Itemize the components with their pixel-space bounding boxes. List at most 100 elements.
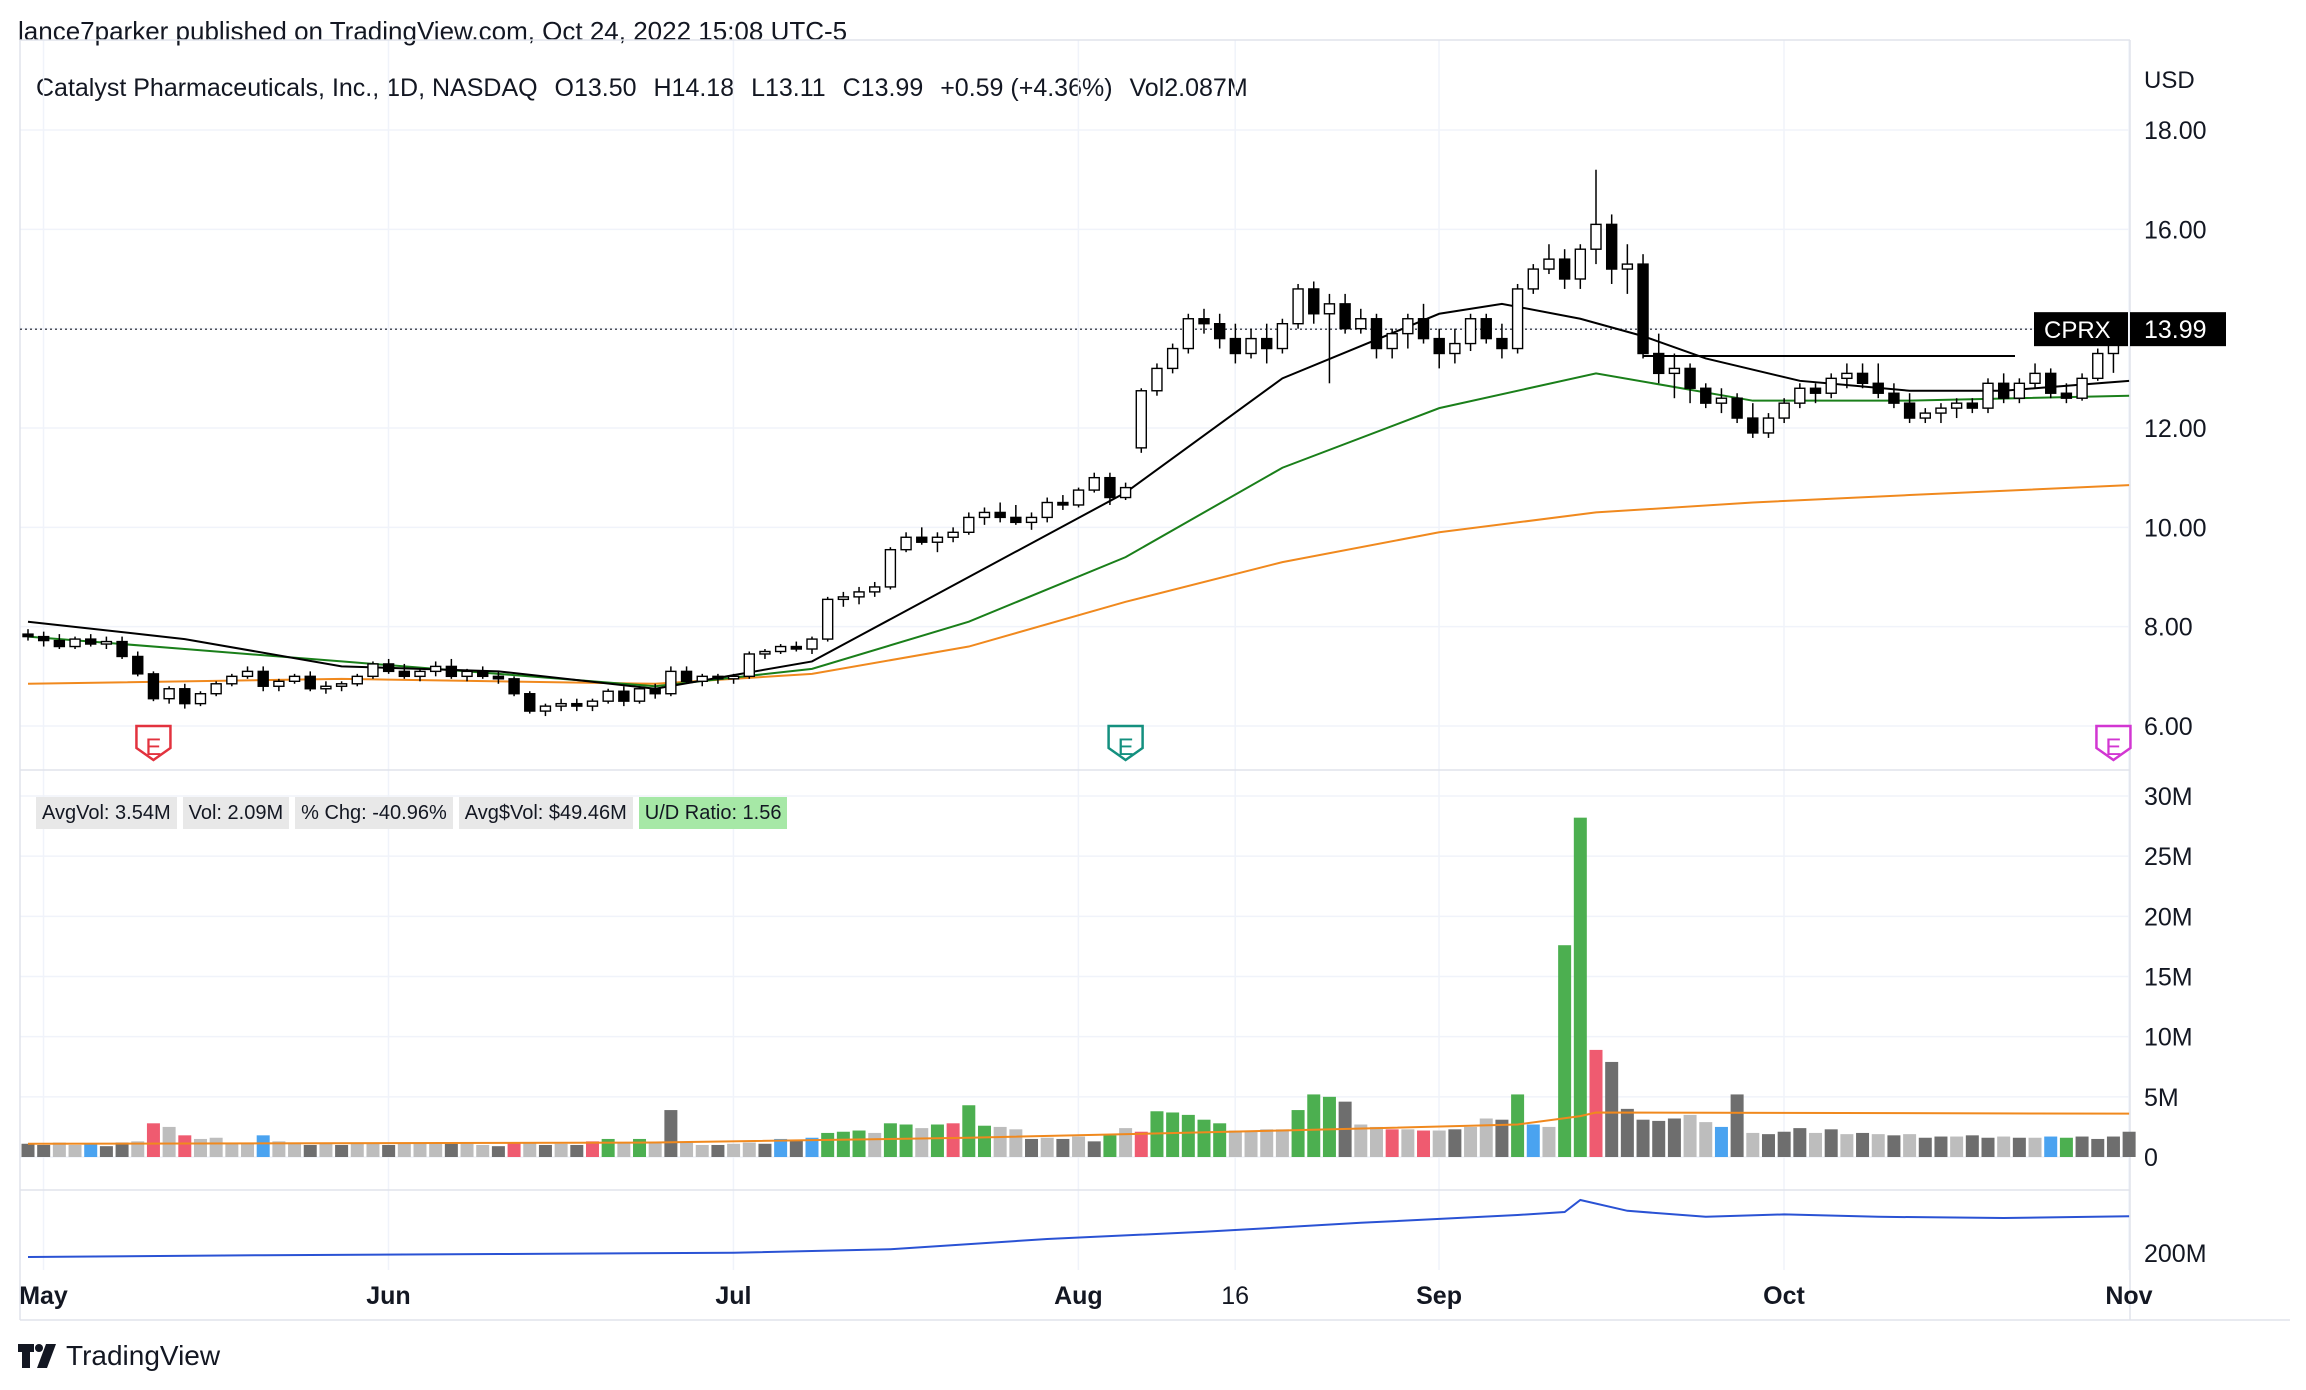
volume-bar — [852, 1130, 866, 1157]
volume-bar — [1746, 1132, 1760, 1157]
earnings-marker-icon[interactable]: E — [1107, 724, 1144, 762]
candle-body — [22, 633, 34, 638]
candle-body — [1496, 337, 1508, 350]
volume-bar — [1369, 1126, 1383, 1157]
symbol-title[interactable]: Catalyst Pharmaceuticals, Inc., 1D, NASD… — [36, 74, 538, 102]
candle-body — [1151, 367, 1163, 392]
candle-body — [1794, 387, 1806, 404]
candle-body — [1104, 476, 1116, 499]
candle-body — [1715, 397, 1728, 404]
volume-tick-label: 30M — [2144, 783, 2193, 811]
volume-bar — [585, 1141, 599, 1157]
candle-body — [304, 675, 316, 690]
volume-bar — [1934, 1136, 1948, 1157]
candle-body — [1527, 268, 1539, 290]
volume-bar — [1589, 1049, 1603, 1157]
candle-body — [1684, 367, 1696, 389]
candle-body — [900, 536, 912, 551]
stats-bar: AvgVol: 3.54M Vol: 2.09M % Chg: -40.96% … — [36, 797, 788, 829]
volume-bar — [1432, 1130, 1446, 1157]
avg-volume-line — [27, 1111, 2130, 1145]
volume-bar — [1950, 1136, 1964, 1157]
candle-body — [1386, 332, 1398, 350]
candle-body — [1825, 377, 1837, 394]
candle-body — [586, 700, 599, 707]
volume-bar — [1699, 1122, 1713, 1157]
volume-bar — [1793, 1128, 1807, 1157]
volume-bar — [1134, 1131, 1148, 1157]
price-axis: USD18.0016.0014.0012.0010.008.006.0030M2… — [2034, 67, 2226, 1268]
candle-body — [963, 516, 975, 534]
candle-body — [1605, 223, 1618, 270]
time-tick-label: Sep — [1416, 1282, 1462, 1310]
rs-line — [27, 1198, 2130, 1258]
volume-bar — [1181, 1114, 1195, 1157]
candle-body — [1935, 407, 1947, 414]
volume-bar — [272, 1141, 286, 1157]
volume-bar — [2106, 1136, 2120, 1157]
candle-body — [978, 511, 991, 519]
legend-open: O13.50 — [554, 74, 637, 102]
volume-bar — [193, 1138, 207, 1157]
volume-bar — [523, 1142, 537, 1157]
volume-bar — [429, 1143, 443, 1157]
candle-body — [821, 598, 834, 640]
candle-body — [1339, 303, 1351, 330]
volume-bar — [37, 1144, 51, 1157]
candle-body — [931, 536, 944, 543]
volume-bar — [1072, 1136, 1086, 1157]
volume-bar — [1605, 1061, 1619, 1157]
volume-bar — [1620, 1108, 1634, 1157]
volume-bar — [774, 1138, 788, 1157]
volume-tick-label: 5M — [2144, 1084, 2179, 1112]
footer-brand[interactable]: TradingView — [18, 1340, 220, 1372]
candle-body — [1731, 397, 1743, 419]
volume-bar — [805, 1137, 819, 1157]
candle-body — [1809, 387, 1822, 394]
brand-name: TradingView — [66, 1340, 221, 1371]
volume-bar — [1903, 1134, 1917, 1157]
candle-body — [806, 638, 818, 650]
volume-bar — [2028, 1137, 2042, 1157]
volume-bar — [1166, 1112, 1180, 1157]
volume-bar — [1526, 1124, 1540, 1157]
volume-bar — [1119, 1128, 1133, 1157]
volume-bar — [507, 1142, 521, 1157]
candle-body — [241, 670, 254, 678]
rs-tick-label: 200M — [2144, 1240, 2207, 1268]
candle-body — [1072, 489, 1085, 506]
volume-bar — [444, 1142, 458, 1157]
price-tick-label: 16.00 — [2144, 216, 2207, 244]
volume-tick-label: 15M — [2144, 964, 2193, 992]
volume-bar — [554, 1143, 568, 1157]
volume-bar — [1871, 1134, 1885, 1157]
volume-bar — [1683, 1114, 1697, 1157]
candle-body — [1308, 288, 1320, 315]
earnings-marker-icon[interactable]: E — [2095, 724, 2132, 762]
volume-bar — [1103, 1135, 1117, 1157]
candle-body — [1574, 248, 1587, 280]
volume-bar — [1511, 1094, 1525, 1157]
volume-bar — [397, 1142, 411, 1157]
volume-bar — [1056, 1138, 1070, 1157]
candle-body — [1229, 337, 1242, 355]
candle-body — [602, 690, 614, 702]
volume-bar — [1213, 1123, 1227, 1157]
candle-body — [916, 536, 928, 543]
candle-body — [320, 685, 332, 690]
candle-body — [69, 638, 81, 648]
candle-body — [1292, 288, 1304, 325]
ma-fast-line — [27, 302, 2130, 690]
earnings-marker-label: E — [145, 734, 161, 761]
candle-body — [743, 653, 755, 678]
volume-bar — [382, 1144, 396, 1157]
earnings-marker-shape — [135, 724, 172, 762]
candle-body — [712, 675, 724, 680]
candle-body — [461, 670, 473, 678]
volume-bar — [1417, 1130, 1431, 1157]
volume-tick-label: 0 — [2144, 1144, 2158, 1172]
candle-body — [492, 675, 505, 680]
volume-tick-label: 25M — [2144, 843, 2193, 871]
earnings-marker-icon[interactable]: E — [135, 724, 172, 762]
